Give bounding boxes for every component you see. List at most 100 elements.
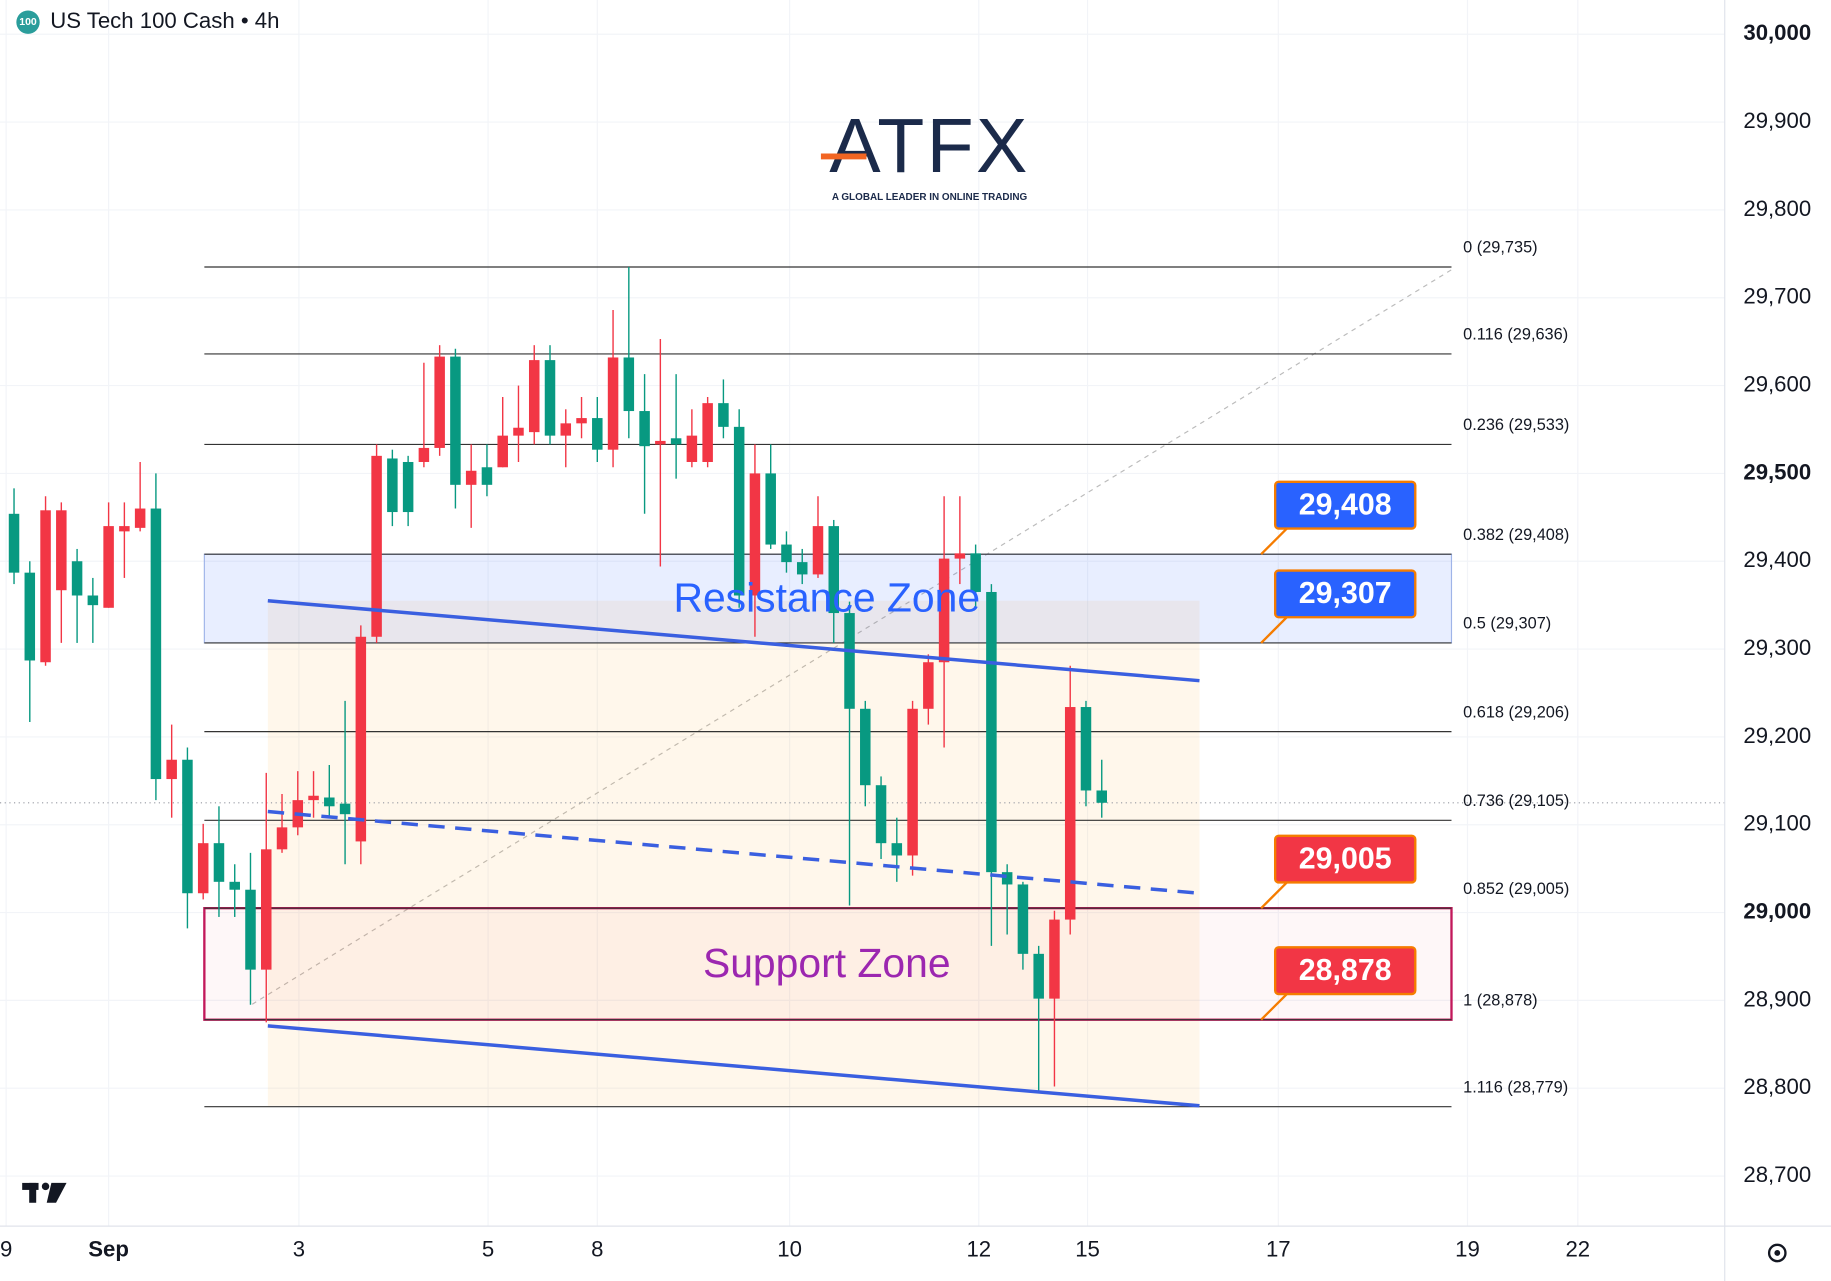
zone-label: Support Zone bbox=[703, 940, 951, 986]
tv-logo-part bbox=[41, 1182, 50, 1191]
candle-body bbox=[607, 357, 619, 450]
candle-body bbox=[276, 827, 288, 850]
fib-level-label: 0.736 (29,105) bbox=[1463, 792, 1569, 810]
price-tag-pointer bbox=[1260, 881, 1288, 909]
settings-gear[interactable] bbox=[1767, 1243, 1787, 1263]
candle-body bbox=[875, 785, 887, 844]
logo-text: ATFX bbox=[829, 103, 1030, 189]
candle-body bbox=[402, 461, 414, 513]
zone bbox=[203, 553, 1453, 644]
x-tick-label: 8 bbox=[591, 1236, 603, 1261]
candle-body bbox=[623, 357, 635, 412]
candle-body bbox=[986, 591, 997, 873]
candle-body bbox=[182, 759, 193, 894]
y-tick-label: 29,500 bbox=[1743, 459, 1811, 484]
candle-body bbox=[339, 803, 351, 815]
candle-body bbox=[670, 438, 682, 445]
symbol-badge bbox=[16, 10, 40, 34]
axes: 30,000 29,900 29,800 29,700 29,600 29,500 29,4… bbox=[0, 20, 1811, 1261]
fib-level-label: 0 (29,735) bbox=[1463, 239, 1537, 257]
candle-body bbox=[891, 843, 903, 856]
x-tick-label: 15 bbox=[1075, 1236, 1100, 1261]
fib-level-label: 0.116 (29,636) bbox=[1463, 326, 1568, 344]
y-tick-label: 29,800 bbox=[1743, 196, 1811, 221]
candle-body bbox=[1064, 707, 1076, 920]
candle-body bbox=[166, 759, 177, 780]
candle-body bbox=[371, 455, 382, 637]
tradingview-logo bbox=[22, 1182, 67, 1203]
candle-body bbox=[513, 427, 524, 436]
price-tag-box bbox=[1273, 569, 1417, 619]
candle-body bbox=[8, 513, 20, 573]
settings-gear-center[interactable] bbox=[1774, 1250, 1781, 1256]
fib-level-label: 0.236 (29,533) bbox=[1463, 416, 1569, 434]
candle-body bbox=[497, 435, 508, 468]
candle-body bbox=[592, 418, 603, 450]
settings-icon[interactable] bbox=[1767, 1243, 1787, 1263]
x-tick-label: 5 bbox=[482, 1236, 494, 1261]
y-tick-label: 29,900 bbox=[1743, 108, 1811, 133]
candle-body bbox=[954, 553, 966, 559]
candle-body bbox=[355, 636, 367, 842]
candle-body bbox=[923, 662, 934, 709]
candle-body bbox=[1017, 884, 1029, 954]
candle-body bbox=[970, 553, 981, 592]
y-tick-label: 30,000 bbox=[1743, 20, 1811, 45]
price-tag-label: 29,005 bbox=[1299, 842, 1392, 875]
fib-level-label: 0.5 (29,307) bbox=[1463, 615, 1551, 633]
symbol-badge-text: 100 bbox=[19, 16, 37, 28]
logo-tagline: A GLOBAL LEADER IN ONLINE TRADING bbox=[832, 192, 1028, 203]
candle-body bbox=[1049, 919, 1060, 999]
candle-body bbox=[733, 426, 745, 596]
trendline bbox=[267, 599, 1200, 683]
chart-title: US Tech 100 Cash • 4h bbox=[50, 8, 279, 33]
candle-body bbox=[245, 889, 256, 970]
candle-body bbox=[87, 595, 99, 606]
x-tick-label: 22 bbox=[1565, 1236, 1590, 1261]
candle-body bbox=[765, 473, 776, 545]
candle-body bbox=[229, 881, 240, 890]
x-tick-label: 12 bbox=[966, 1236, 991, 1261]
fib-level-label: 0.382 (29,408) bbox=[1463, 526, 1569, 544]
candle-body bbox=[197, 843, 209, 894]
candle-body bbox=[481, 467, 493, 485]
candle-body bbox=[150, 508, 162, 780]
tv-logo-part bbox=[46, 1182, 67, 1203]
price-tag-pointer bbox=[1260, 616, 1288, 644]
candle-body bbox=[213, 843, 225, 882]
x-tick-label: Sep bbox=[88, 1236, 129, 1261]
candle-body bbox=[308, 795, 319, 801]
candle-body bbox=[639, 411, 650, 447]
fib-level-label: 1.116 (28,779) bbox=[1463, 1078, 1568, 1096]
fib-level-label: 0.618 (29,206) bbox=[1463, 703, 1569, 721]
y-tick-label: 28,800 bbox=[1743, 1074, 1811, 1099]
y-tick-label: 29,000 bbox=[1743, 898, 1811, 923]
candle-body bbox=[560, 423, 572, 436]
candle-body bbox=[418, 447, 430, 462]
candle-body bbox=[1001, 872, 1013, 885]
candle-body bbox=[576, 418, 587, 424]
price-tag-box bbox=[1273, 946, 1417, 996]
price-tag-box bbox=[1273, 480, 1417, 530]
trendline bbox=[267, 809, 1200, 895]
x-tick-label: 9 bbox=[0, 1236, 12, 1261]
candle-body bbox=[528, 360, 540, 433]
trendline bbox=[267, 1024, 1200, 1108]
candle-body bbox=[1080, 707, 1092, 791]
candle-body bbox=[781, 544, 792, 563]
candle-body bbox=[24, 572, 36, 661]
price-tag-pointer bbox=[1260, 993, 1288, 1021]
x-tick-label: 17 bbox=[1266, 1236, 1291, 1261]
candles bbox=[8, 267, 1107, 1092]
candle-body bbox=[324, 797, 335, 807]
price-tag-label: 28,878 bbox=[1299, 954, 1392, 987]
candle-body bbox=[686, 435, 698, 462]
overlay: Resistance Zone Support Zone 0 (29,735) 0.1… bbox=[267, 239, 1569, 1108]
fib-level-label: 1 (28,878) bbox=[1463, 991, 1537, 1009]
candle-body bbox=[907, 708, 918, 856]
x-tick-label: 3 bbox=[293, 1236, 305, 1261]
price-tag-box bbox=[1273, 834, 1417, 884]
tv-logo-part bbox=[29, 1182, 37, 1203]
x-tick-label: 10 bbox=[777, 1236, 802, 1261]
